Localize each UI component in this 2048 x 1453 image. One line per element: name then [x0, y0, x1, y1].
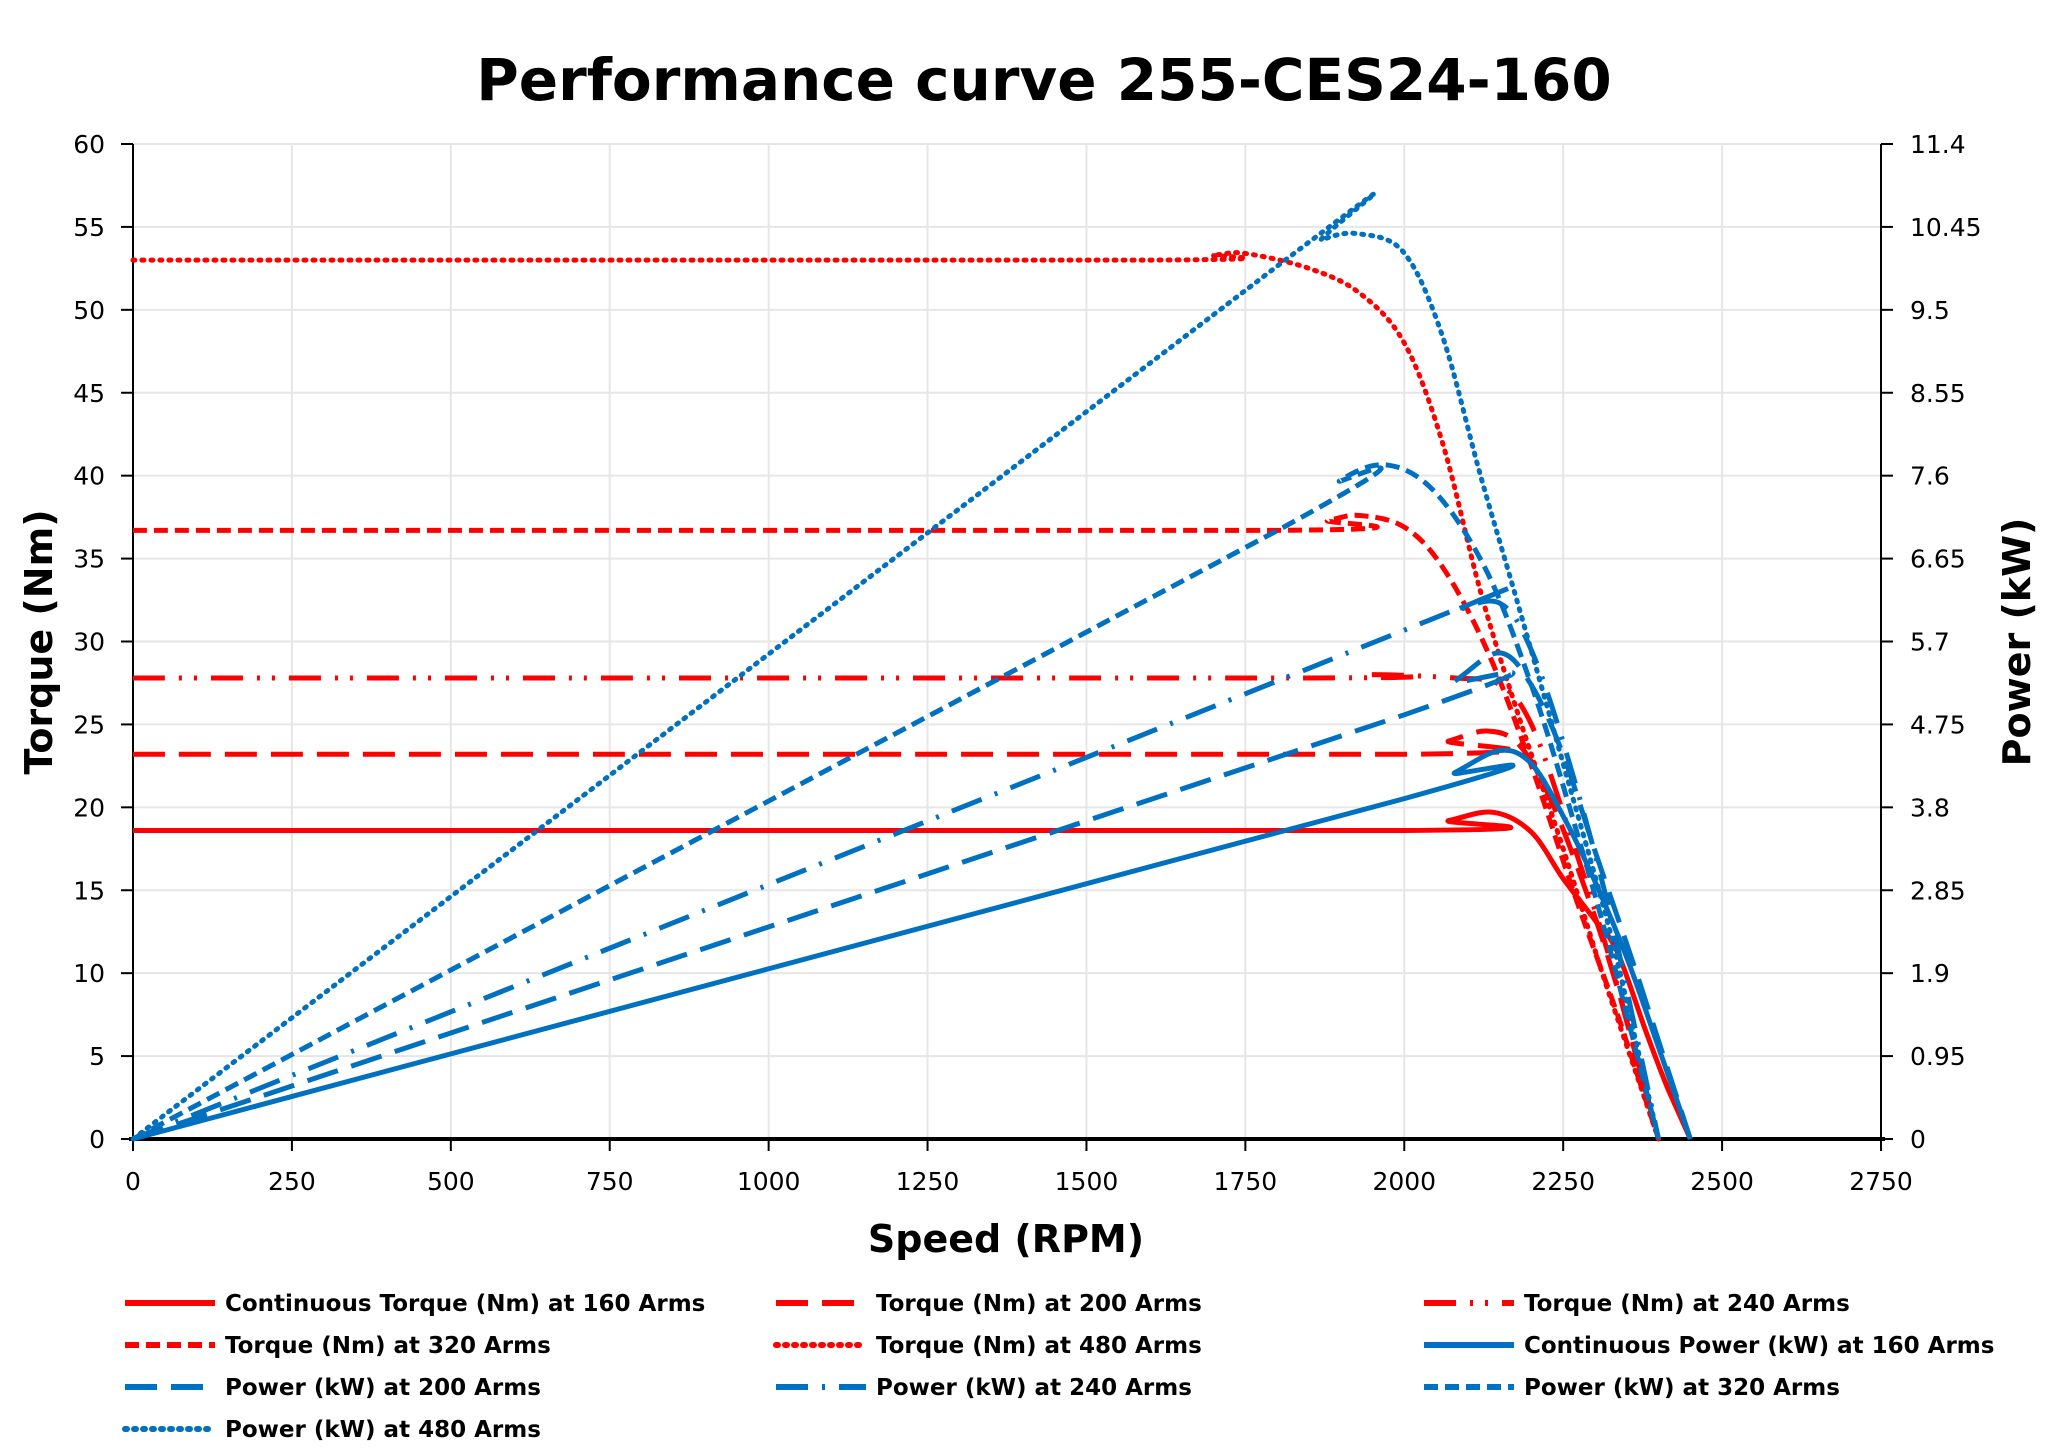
x-tick-label: 2000 [1372, 1167, 1436, 1196]
legend-label: Power (kW) at 480 Arms [225, 1417, 541, 1443]
y-tick-label: 25 [73, 710, 105, 739]
legend-label: Torque (Nm) at 320 Arms [225, 1333, 551, 1359]
x-tick-label: 1000 [737, 1167, 801, 1196]
x-tick-label: 2500 [1690, 1167, 1754, 1196]
y2-tick-label: 5.7 [1910, 628, 1950, 657]
y-tick-label: 0 [89, 1125, 105, 1154]
legend-label: Continuous Torque (Nm) at 160 Arms [225, 1291, 705, 1317]
legend-label: Torque (Nm) at 200 Arms [876, 1291, 1202, 1317]
y2-tick-label: 9.5 [1910, 296, 1950, 325]
y2-tick-label: 2.85 [1910, 876, 1966, 905]
y2-tick-label: 0 [1910, 1125, 1926, 1154]
y-tick-label: 35 [73, 545, 105, 574]
x-tick-label: 0 [125, 1167, 141, 1196]
y-tick-label: 5 [89, 1042, 105, 1071]
axes: 0 250 500 750 1000 1250 1500 1750 2000 2250 2500 27… [73, 130, 1981, 1196]
x-tick-label: 1500 [1055, 1167, 1119, 1196]
y2-tick-label: 0.95 [1910, 1042, 1966, 1071]
series-line-torque-0 [133, 809, 1693, 1141]
legend-label: Continuous Power (kW) at 160 Arms [1524, 1333, 1994, 1359]
series-line-power-5 [132, 747, 1693, 1142]
x-tick-label: 1750 [1214, 1167, 1278, 1196]
series-line-power-6 [132, 650, 1693, 1142]
y-tick-label: 15 [73, 876, 105, 905]
series-line-torque-4 [130, 250, 1662, 1142]
x-tick-label: 500 [427, 1167, 475, 1196]
y2-tick-label: 6.65 [1910, 545, 1966, 574]
legend-label: Torque (Nm) at 240 Arms [1524, 1291, 1850, 1317]
y-tick-label: 55 [73, 213, 105, 242]
legend: Continuous Torque (Nm) at 160 Arms Torque… [122, 1291, 1994, 1443]
y-tick-label: 45 [73, 379, 105, 408]
y-tick-label: 60 [73, 130, 105, 159]
y2-axis-title: Power (kW) [1995, 518, 2039, 767]
x-tick-label: 750 [586, 1167, 634, 1196]
series-group [130, 190, 1693, 1142]
series-line-torque-2 [132, 672, 1661, 1140]
x-tick-label: 2750 [1849, 1167, 1913, 1196]
x-axis-title: Speed (RPM) [868, 1217, 1144, 1261]
x-tick-label: 1250 [896, 1167, 960, 1196]
y-tick-label: 30 [73, 628, 105, 657]
series-line-power-8 [131, 462, 1661, 1142]
series-line-power-9 [130, 190, 1662, 1142]
x-tick-label: 250 [268, 1167, 316, 1196]
legend-label: Power (kW) at 240 Arms [876, 1375, 1192, 1401]
y2-tick-label: 1.9 [1910, 959, 1950, 988]
y2-tick-label: 4.75 [1910, 710, 1966, 739]
y2-tick-label: 11.4 [1910, 130, 1966, 159]
y2-tick-label: 10.45 [1910, 213, 1982, 242]
y2-tick-label: 8.55 [1910, 379, 1966, 408]
y-tick-label: 20 [73, 793, 105, 822]
y2-tick-label: 7.6 [1910, 462, 1950, 491]
x-tick-label: 2250 [1531, 1167, 1595, 1196]
legend-label: Power (kW) at 200 Arms [225, 1375, 541, 1401]
y-tick-label: 50 [73, 296, 105, 325]
y-tick-label: 10 [73, 959, 105, 988]
series-line-torque-3 [132, 512, 1661, 1140]
y-tick-label: 40 [73, 462, 105, 491]
y-axis-title: Torque (Nm) [17, 509, 61, 774]
chart-title: Performance curve 255-CES24-160 [476, 46, 1611, 114]
y2-tick-label: 3.8 [1910, 793, 1950, 822]
series-line-power-7 [132, 584, 1661, 1142]
legend-label: Power (kW) at 320 Arms [1524, 1375, 1840, 1401]
legend-label: Torque (Nm) at 480 Arms [876, 1333, 1202, 1359]
